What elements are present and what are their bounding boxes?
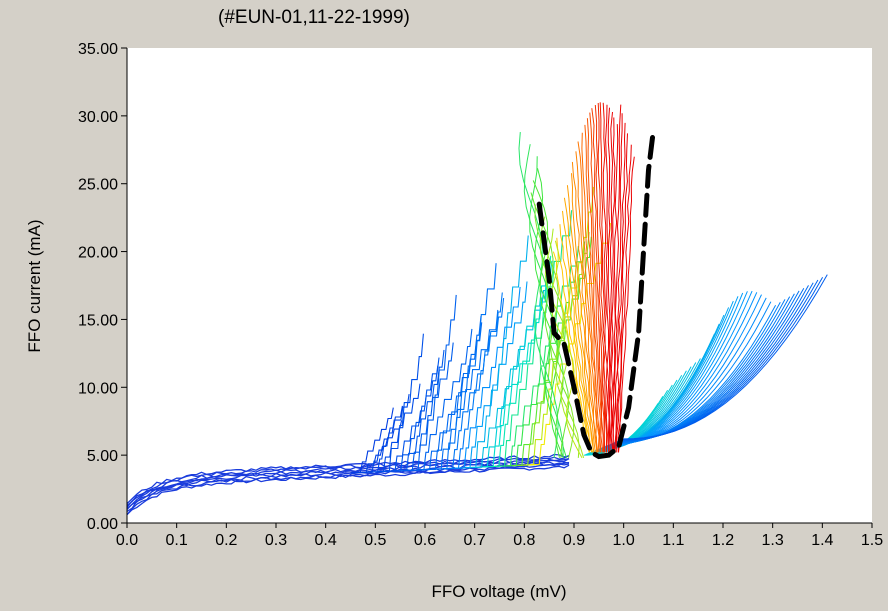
x-tick-label: 0.9 [563,532,585,549]
x-axis-ticks: 0.0 0.1 0.2 0.3 0.4 0.5 0.6 0.7 0.8 0.9 1.0 1.1 1.2 1… [116,523,883,549]
dashed-boundary-line [536,126,656,460]
chart-title: (#EUN-01,11-22-1999) [218,7,410,28]
iv-curve [615,133,628,453]
iv-curve [577,141,599,453]
iv-curve [126,463,570,516]
iv-curve [126,453,570,505]
x-tick-label: 1.0 [613,532,635,549]
iv-curve [609,111,614,453]
iv-curve [571,173,596,453]
iv-curve [488,255,552,468]
y-tick-label: 30.00 [78,109,118,126]
iv-curve [612,124,619,453]
x-tick-label: 0.0 [116,532,138,549]
iv-curve [617,144,632,453]
iv-curve [566,185,595,453]
iv-curve [477,265,548,468]
y-tick-label: 15.00 [78,312,118,329]
series-layer [126,102,828,516]
x-tick-label: 1.2 [712,532,734,549]
x-tick-label: 1.5 [861,532,883,549]
iv-curve [483,260,553,468]
x-tick-label: 0.4 [315,532,337,549]
iv-curve [591,108,604,453]
iv-curve [471,270,549,468]
y-tick-label: 35.00 [78,41,118,58]
iv-curve [618,156,635,453]
iv-curve [442,298,505,470]
iv-curve [597,102,606,453]
x-tick-label: 1.4 [811,532,833,549]
x-tick-label: 0.8 [513,532,535,549]
iv-curve [623,274,828,440]
iv-curve [589,112,604,453]
iv-curve [599,102,608,453]
iv-curve [448,292,503,469]
x-tick-label: 0.3 [265,532,287,549]
iv-curve [532,180,564,459]
x-tick-label: 0.5 [364,532,386,549]
iv-curve [367,394,410,473]
iv-curve [613,113,623,453]
x-axis-title: FFO voltage (mV) [431,582,566,601]
iv-curve [602,102,608,453]
iv-curve [350,407,394,474]
iv-curve [614,122,626,453]
y-tick-label: 0.00 [87,516,118,533]
iv-curve [465,235,529,469]
iv-curve [584,124,601,453]
iv-curve [575,151,598,453]
iv-curve [390,357,440,472]
x-tick-label: 0.2 [215,532,237,549]
x-tick-label: 1.3 [762,532,784,549]
iv-curve [594,104,606,453]
iv-curve [607,107,611,453]
iv-curve [559,224,592,453]
iv-curve [437,263,497,470]
iv-curve [362,405,403,473]
iv-curve [408,294,457,471]
iv-curve [385,365,439,472]
y-tick-label: 10.00 [78,380,118,397]
iv-curve [556,237,590,453]
iv-curve [539,216,580,458]
iv-curve [413,328,473,471]
iv-curve [562,210,593,453]
y-axis-ticks: 0.00 5.00 10.00 15.00 20.00 25.00 30.00 35.00 [78,41,127,533]
y-tick-label: 5.00 [87,448,118,465]
iv-curve [518,132,559,458]
x-tick-label: 0.7 [464,532,486,549]
iv-curve [586,118,602,453]
plot-area [127,48,872,523]
iv-curve [379,333,424,473]
x-tick-label: 1.1 [662,532,684,549]
iv-curve [563,197,595,453]
iv-curve [550,240,583,459]
y-tick-label: 20.00 [78,245,118,262]
y-tick-label: 25.00 [78,177,118,194]
iv-curve [530,192,570,458]
iv-curve [605,104,610,453]
iv-curve [571,161,598,453]
x-tick-label: 0.6 [414,532,436,549]
iv-curve [610,117,616,453]
iv-curve [425,315,482,470]
iv-curve [454,286,521,469]
iv-curve [431,309,499,470]
iv-curve [402,342,454,471]
iv-curve [506,241,586,467]
y-axis-title: FFO current (mA) [25,219,44,352]
x-tick-label: 0.1 [166,532,188,549]
